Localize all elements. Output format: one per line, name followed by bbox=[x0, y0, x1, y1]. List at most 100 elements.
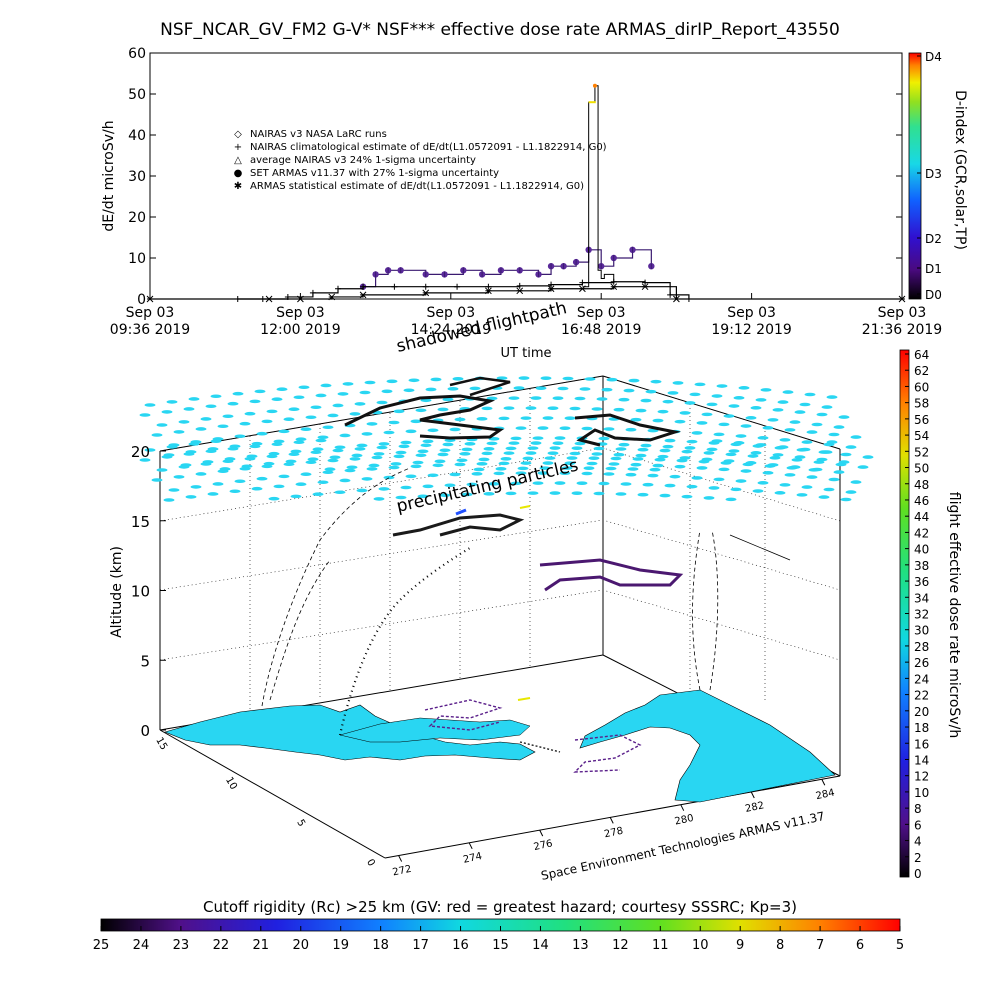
rigidity-cell bbox=[249, 444, 261, 449]
land-region-east bbox=[579, 689, 836, 803]
rigidity-cell bbox=[718, 467, 730, 472]
rigidity-cell bbox=[762, 426, 774, 430]
rigidity-cell bbox=[696, 466, 708, 470]
rigidity-cell bbox=[376, 445, 388, 450]
rigidity-cell bbox=[378, 442, 390, 446]
rigidity-cell bbox=[625, 427, 637, 432]
rigidity-cell bbox=[796, 493, 808, 497]
rigidity-cell bbox=[681, 494, 693, 499]
rigidity-cell bbox=[486, 441, 498, 446]
data-point bbox=[422, 289, 430, 297]
rigidity-cell bbox=[449, 472, 461, 477]
cutoff-rigidity-layer bbox=[139, 376, 874, 502]
rigidity-cell bbox=[845, 490, 857, 494]
rigidity-cell bbox=[679, 411, 691, 415]
data-point bbox=[309, 289, 316, 296]
rigidity-cell bbox=[322, 425, 334, 430]
dindex-tick-label: D1 bbox=[925, 262, 942, 276]
dose-tick-label: 28 bbox=[914, 640, 929, 654]
y-tick-label: 60 bbox=[128, 46, 146, 62]
longitude-ticks: 272 274 276 278 280 282 284 bbox=[392, 779, 836, 878]
data-point bbox=[422, 283, 429, 290]
rigidity-cell bbox=[689, 392, 701, 397]
rigidity-cell bbox=[139, 458, 151, 462]
rigidity-cell bbox=[772, 453, 784, 457]
rigidity-cell bbox=[711, 394, 723, 398]
rigidity-cell bbox=[439, 493, 451, 498]
rigidity-cell bbox=[261, 419, 273, 424]
rigidity-cell bbox=[476, 462, 488, 466]
rigidity-cell bbox=[388, 465, 400, 470]
rigidity-cell bbox=[654, 457, 666, 462]
rigidity-cell bbox=[618, 442, 630, 447]
rigidity-cell bbox=[239, 466, 251, 471]
rigidity-cell bbox=[652, 418, 664, 423]
rigidity-cell bbox=[640, 443, 652, 448]
rigidity-cell bbox=[542, 461, 554, 465]
timeseries-ylabel: dE/dt microSv/h bbox=[101, 120, 117, 231]
x-tick-label-time: 16:48 2019 bbox=[561, 322, 641, 338]
rigidity-cell bbox=[317, 480, 329, 485]
rigidity-cell bbox=[320, 383, 332, 388]
rigidity-cell bbox=[745, 416, 757, 420]
rigidity-cell bbox=[393, 454, 405, 459]
rigidity-cell bbox=[227, 401, 239, 406]
dose-tick-label: 20 bbox=[914, 705, 929, 719]
dose-tick-label: 60 bbox=[914, 380, 929, 394]
dose-tick-label: 50 bbox=[914, 462, 929, 476]
dose-tick-label: 58 bbox=[914, 397, 929, 411]
rigidity-cell bbox=[713, 477, 725, 482]
rigidity-cell bbox=[234, 434, 246, 439]
rigidity-cell bbox=[439, 448, 451, 453]
rigidity-cell bbox=[730, 487, 742, 492]
longitude-tick bbox=[680, 804, 685, 811]
rigidity-cell bbox=[615, 492, 627, 496]
rigidity-cell bbox=[359, 390, 371, 395]
rigidity-cell bbox=[195, 427, 207, 431]
rigidity-cell bbox=[405, 429, 417, 434]
rigidity-cell bbox=[500, 457, 512, 461]
rigidity-cell bbox=[266, 409, 278, 414]
longitude-tick bbox=[398, 855, 403, 862]
ground-track bbox=[424, 697, 642, 773]
dose-tick-label: 16 bbox=[914, 737, 929, 751]
rigidity-cell bbox=[300, 472, 312, 477]
rigidity-cell bbox=[271, 397, 283, 402]
rigidity-cell bbox=[205, 404, 217, 409]
rigidity-cell bbox=[493, 471, 505, 476]
rigidity-cell bbox=[618, 397, 630, 402]
dose-tick-label: 52 bbox=[914, 445, 929, 459]
rigidity-cell bbox=[442, 397, 454, 402]
rigidity-cell bbox=[515, 426, 527, 430]
rigidity-cell bbox=[271, 442, 283, 447]
rigidity-cell bbox=[210, 394, 222, 399]
rigidity-cell bbox=[686, 439, 698, 444]
rigidity-cell bbox=[234, 479, 246, 484]
rigidity-cell bbox=[315, 438, 327, 443]
rigidity-cell bbox=[386, 379, 398, 384]
rigidity-tick-label: 11 bbox=[652, 938, 669, 953]
rigidity-cell bbox=[537, 426, 549, 430]
x-tick-label-time: 12:00 2019 bbox=[260, 322, 340, 338]
rigidity-cell bbox=[760, 388, 772, 392]
rigidity-tick-label: 23 bbox=[173, 938, 190, 953]
dose-tick-label: 42 bbox=[914, 526, 929, 540]
rigidity-cell bbox=[273, 439, 285, 444]
rigidity-cell bbox=[356, 443, 368, 448]
rigidity-cell bbox=[777, 445, 789, 449]
map-floor bbox=[164, 689, 836, 803]
rigidity-cell bbox=[566, 456, 578, 460]
rigidity-cell bbox=[725, 452, 737, 457]
rigidity-cell bbox=[249, 399, 261, 404]
rigidity-cell bbox=[505, 446, 517, 451]
x-tick-label-date: Sep 03 bbox=[727, 305, 776, 321]
rigidity-cell bbox=[684, 446, 696, 450]
rigidity-cell bbox=[708, 486, 720, 490]
rigidity-cell bbox=[508, 396, 520, 400]
rigidity-cell bbox=[728, 404, 740, 408]
dindex-colorbar: D0 D1 D2 D3 D4 D-index (GCR,solar,TP) bbox=[908, 50, 968, 302]
x-tick-label-time: 21:36 2019 bbox=[862, 322, 942, 338]
rigidity-cell bbox=[647, 473, 659, 478]
data-point bbox=[335, 285, 341, 292]
rigidity-cell bbox=[410, 464, 422, 469]
